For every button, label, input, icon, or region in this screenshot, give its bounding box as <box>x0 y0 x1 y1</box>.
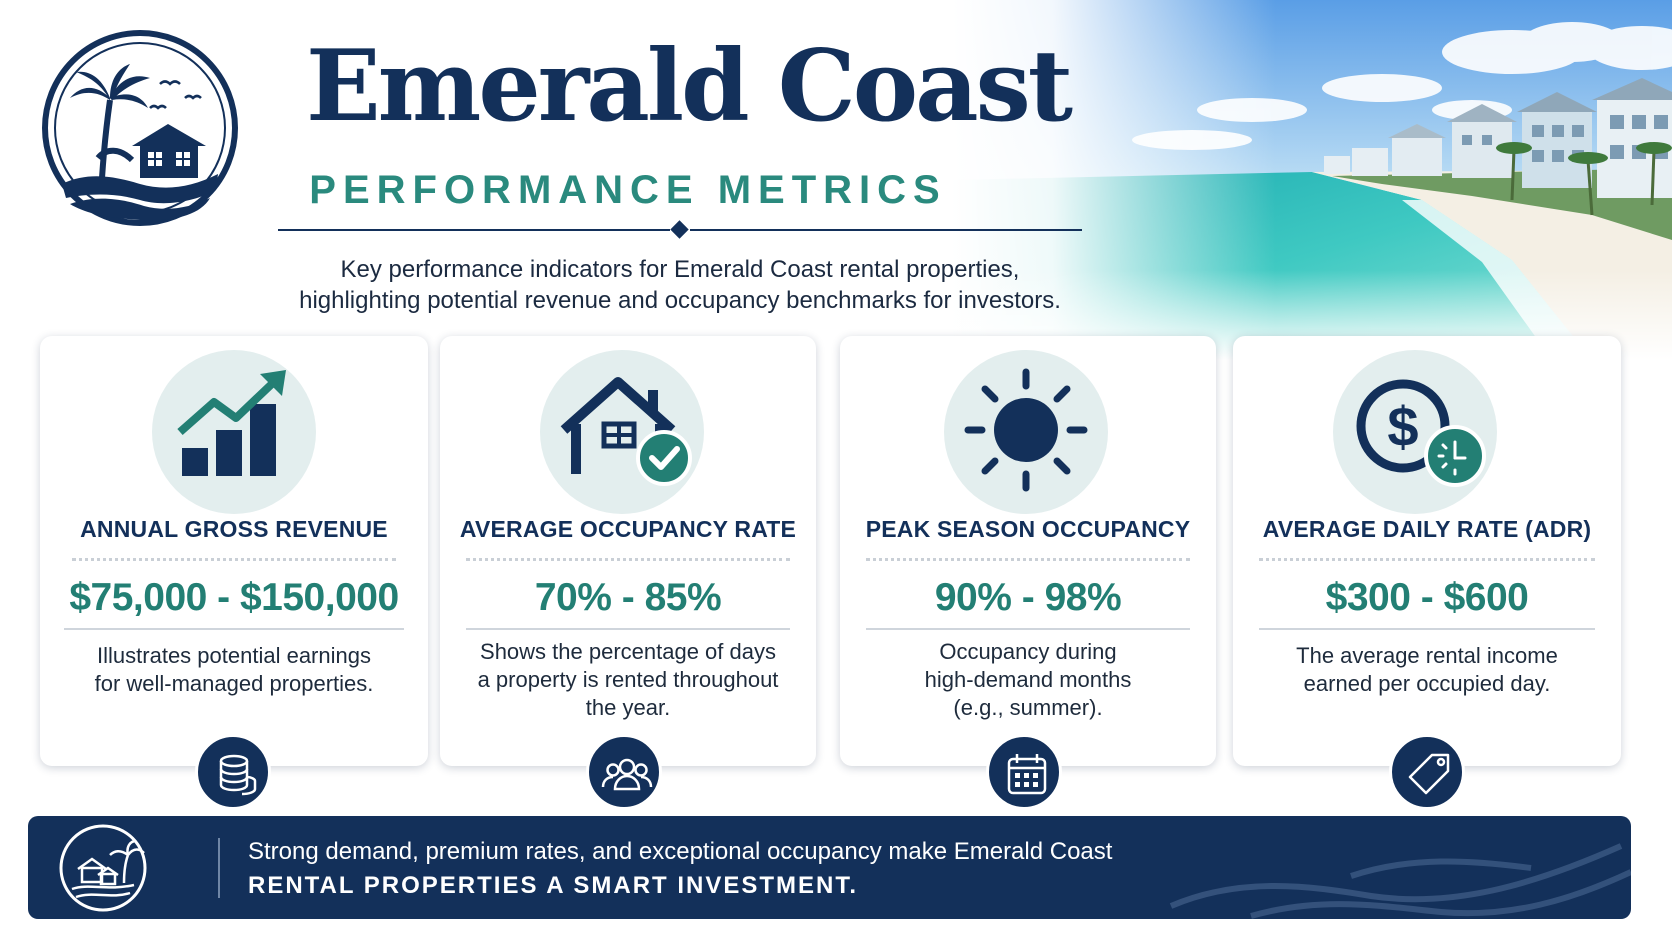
metric-title: ANNUAL GROSS REVENUE <box>80 516 388 542</box>
growth-chart-icon <box>177 370 286 476</box>
house-check-icon <box>560 377 692 486</box>
metric-badge <box>195 734 271 810</box>
beach-scene-image <box>952 0 1672 360</box>
metric-description: Occupancy during high-demand months (e.g… <box>924 639 1132 720</box>
metric-badge <box>986 734 1062 810</box>
brand-logo <box>40 28 240 228</box>
page-title: Emerald Coast <box>305 29 1073 144</box>
house-palm-icon <box>59 824 147 912</box>
metric-description: Shows the percentage of days a property … <box>477 639 779 720</box>
metric-card-average-occupancy-rate: AVERAGE OCCUPANCY RATE 70% - 85% Shows t… <box>440 336 816 810</box>
page-subtitle: PERFORMANCE METRICS <box>309 168 947 212</box>
metric-card-peak-season-occupancy: PEAK SEASON OCCUPANCY 90% - 98% Occupanc… <box>840 336 1216 810</box>
metric-description: Illustrates potential earnings for well-… <box>94 643 374 696</box>
bottom-banner: Strong demand, premium rates, and except… <box>28 816 1631 919</box>
intro-text: Key performance indicators for Emerald C… <box>240 254 1120 316</box>
calendar-icon <box>1007 754 1047 795</box>
metric-value: $75,000 - $150,000 <box>69 576 399 619</box>
metric-value: 90% - 98% <box>934 576 1122 619</box>
banner-headline: RENTAL PROPERTIES A SMART INVESTMENT. <box>248 872 859 899</box>
metric-description: The average rental income earned per occ… <box>1296 643 1558 696</box>
title-divider <box>278 220 1082 239</box>
dollar-clock-icon: $ <box>1356 379 1486 487</box>
metric-title: PEAK SEASON OCCUPANCY <box>865 516 1191 542</box>
sun-icon <box>964 368 1088 492</box>
svg-text:$: $ <box>1387 395 1418 458</box>
price-tag-icon <box>1408 753 1450 795</box>
decorative-waves-icon <box>1169 843 1631 919</box>
metric-title: AVERAGE DAILY RATE (ADR) <box>1262 516 1592 542</box>
people-icon <box>601 758 653 791</box>
metric-badge <box>1389 734 1465 810</box>
banner-logo <box>58 823 148 913</box>
metric-value: $300 - $600 <box>1325 576 1529 619</box>
metric-badge <box>586 734 662 810</box>
intro-line: Key performance indicators for Emerald C… <box>340 256 1020 283</box>
diamond-ornament-icon <box>670 220 689 239</box>
intro-line: highlighting potential revenue and occup… <box>299 287 1061 314</box>
metric-card-average-daily-rate: $ AVERAGE DAILY RATE (ADR) $300 - $600 T… <box>1233 336 1621 810</box>
palm-house-waves-icon <box>42 30 238 226</box>
metric-card-annual-gross-revenue: ANNUAL GROSS REVENUE $75,000 - $150,000 … <box>40 336 428 810</box>
metric-title: AVERAGE OCCUPANCY RATE <box>459 516 797 542</box>
metric-value: 70% - 85% <box>534 576 722 619</box>
banner-text: Strong demand, premium rates, and except… <box>248 838 1113 865</box>
coins-icon <box>219 754 257 796</box>
